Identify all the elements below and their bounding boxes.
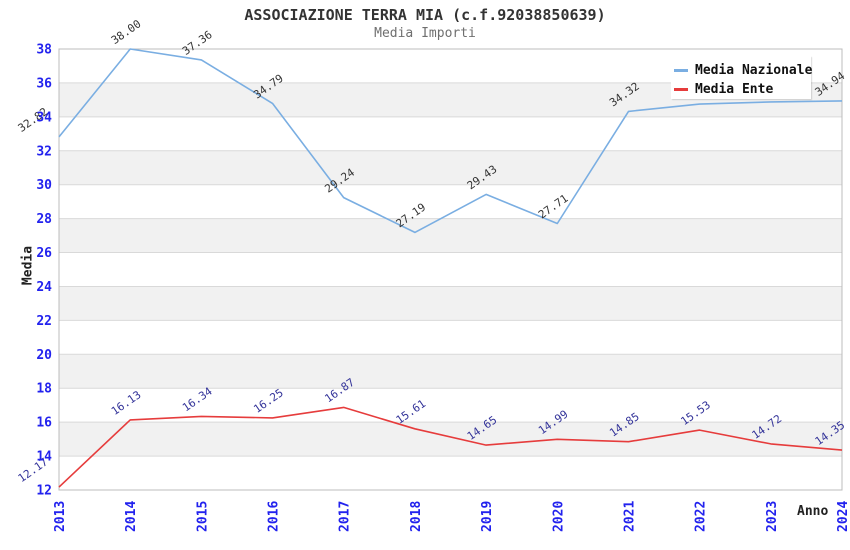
series-line-media-nazionale	[58, 48, 843, 234]
x-axis-title: Anno	[797, 504, 829, 519]
x-tick-label: 2022	[694, 501, 709, 532]
series-line-media-ente	[58, 406, 843, 488]
y-tick-label: 34	[36, 110, 52, 125]
plot-band	[59, 218, 842, 253]
y-tick-label: 32	[36, 144, 52, 159]
plot-border	[58, 48, 843, 491]
legend-item-media-ente: Media Ente	[674, 81, 811, 97]
y-tick-label: 18	[36, 382, 52, 397]
x-tick-label: 2021	[622, 501, 637, 532]
y-tick-label: 28	[36, 212, 52, 227]
legend-swatch	[674, 87, 688, 91]
y-tick-label: 16	[36, 416, 52, 431]
legend-item-label: Media Ente	[695, 81, 774, 97]
y-tick-label: 24	[36, 280, 52, 295]
plot-band	[59, 422, 842, 457]
chart-subtitle: Media Importi	[374, 26, 476, 41]
y-tick-label: 14	[36, 450, 52, 465]
plot-band	[59, 354, 842, 389]
plot-band	[59, 150, 842, 185]
legend-item-label: Media Nazionale	[695, 62, 813, 78]
legend: Media Nazionale Media Ente	[671, 56, 813, 99]
x-tick-label: 2014	[124, 501, 139, 532]
y-tick-label: 26	[36, 246, 52, 261]
x-tick-label: 2017	[338, 501, 353, 532]
x-tick-label: 2024	[836, 501, 850, 532]
x-tick-label: 2016	[267, 501, 282, 532]
x-tick-label: 2023	[765, 501, 780, 532]
legend-item-media-nazionale: Media Nazionale	[674, 62, 813, 78]
y-tick-label: 30	[36, 178, 52, 193]
y-axis-title: Media	[20, 245, 36, 286]
x-tick-label: 2018	[409, 501, 424, 532]
x-tick-label: 2020	[551, 501, 566, 532]
plot-band	[59, 286, 842, 321]
x-tick-label: 2015	[195, 501, 210, 532]
y-tick-label: 20	[36, 348, 52, 363]
y-tick-label: 12	[36, 484, 52, 499]
chart-title: ASSOCIAZIONE TERRA MIA (c.f.92038850639)	[244, 6, 606, 24]
y-tick-label: 22	[36, 314, 52, 329]
x-tick-label: 2013	[53, 501, 68, 532]
y-tick-label: 36	[36, 76, 52, 91]
legend-swatch	[674, 68, 688, 72]
y-tick-label: 38	[36, 43, 52, 58]
x-tick-label: 2019	[480, 501, 495, 532]
